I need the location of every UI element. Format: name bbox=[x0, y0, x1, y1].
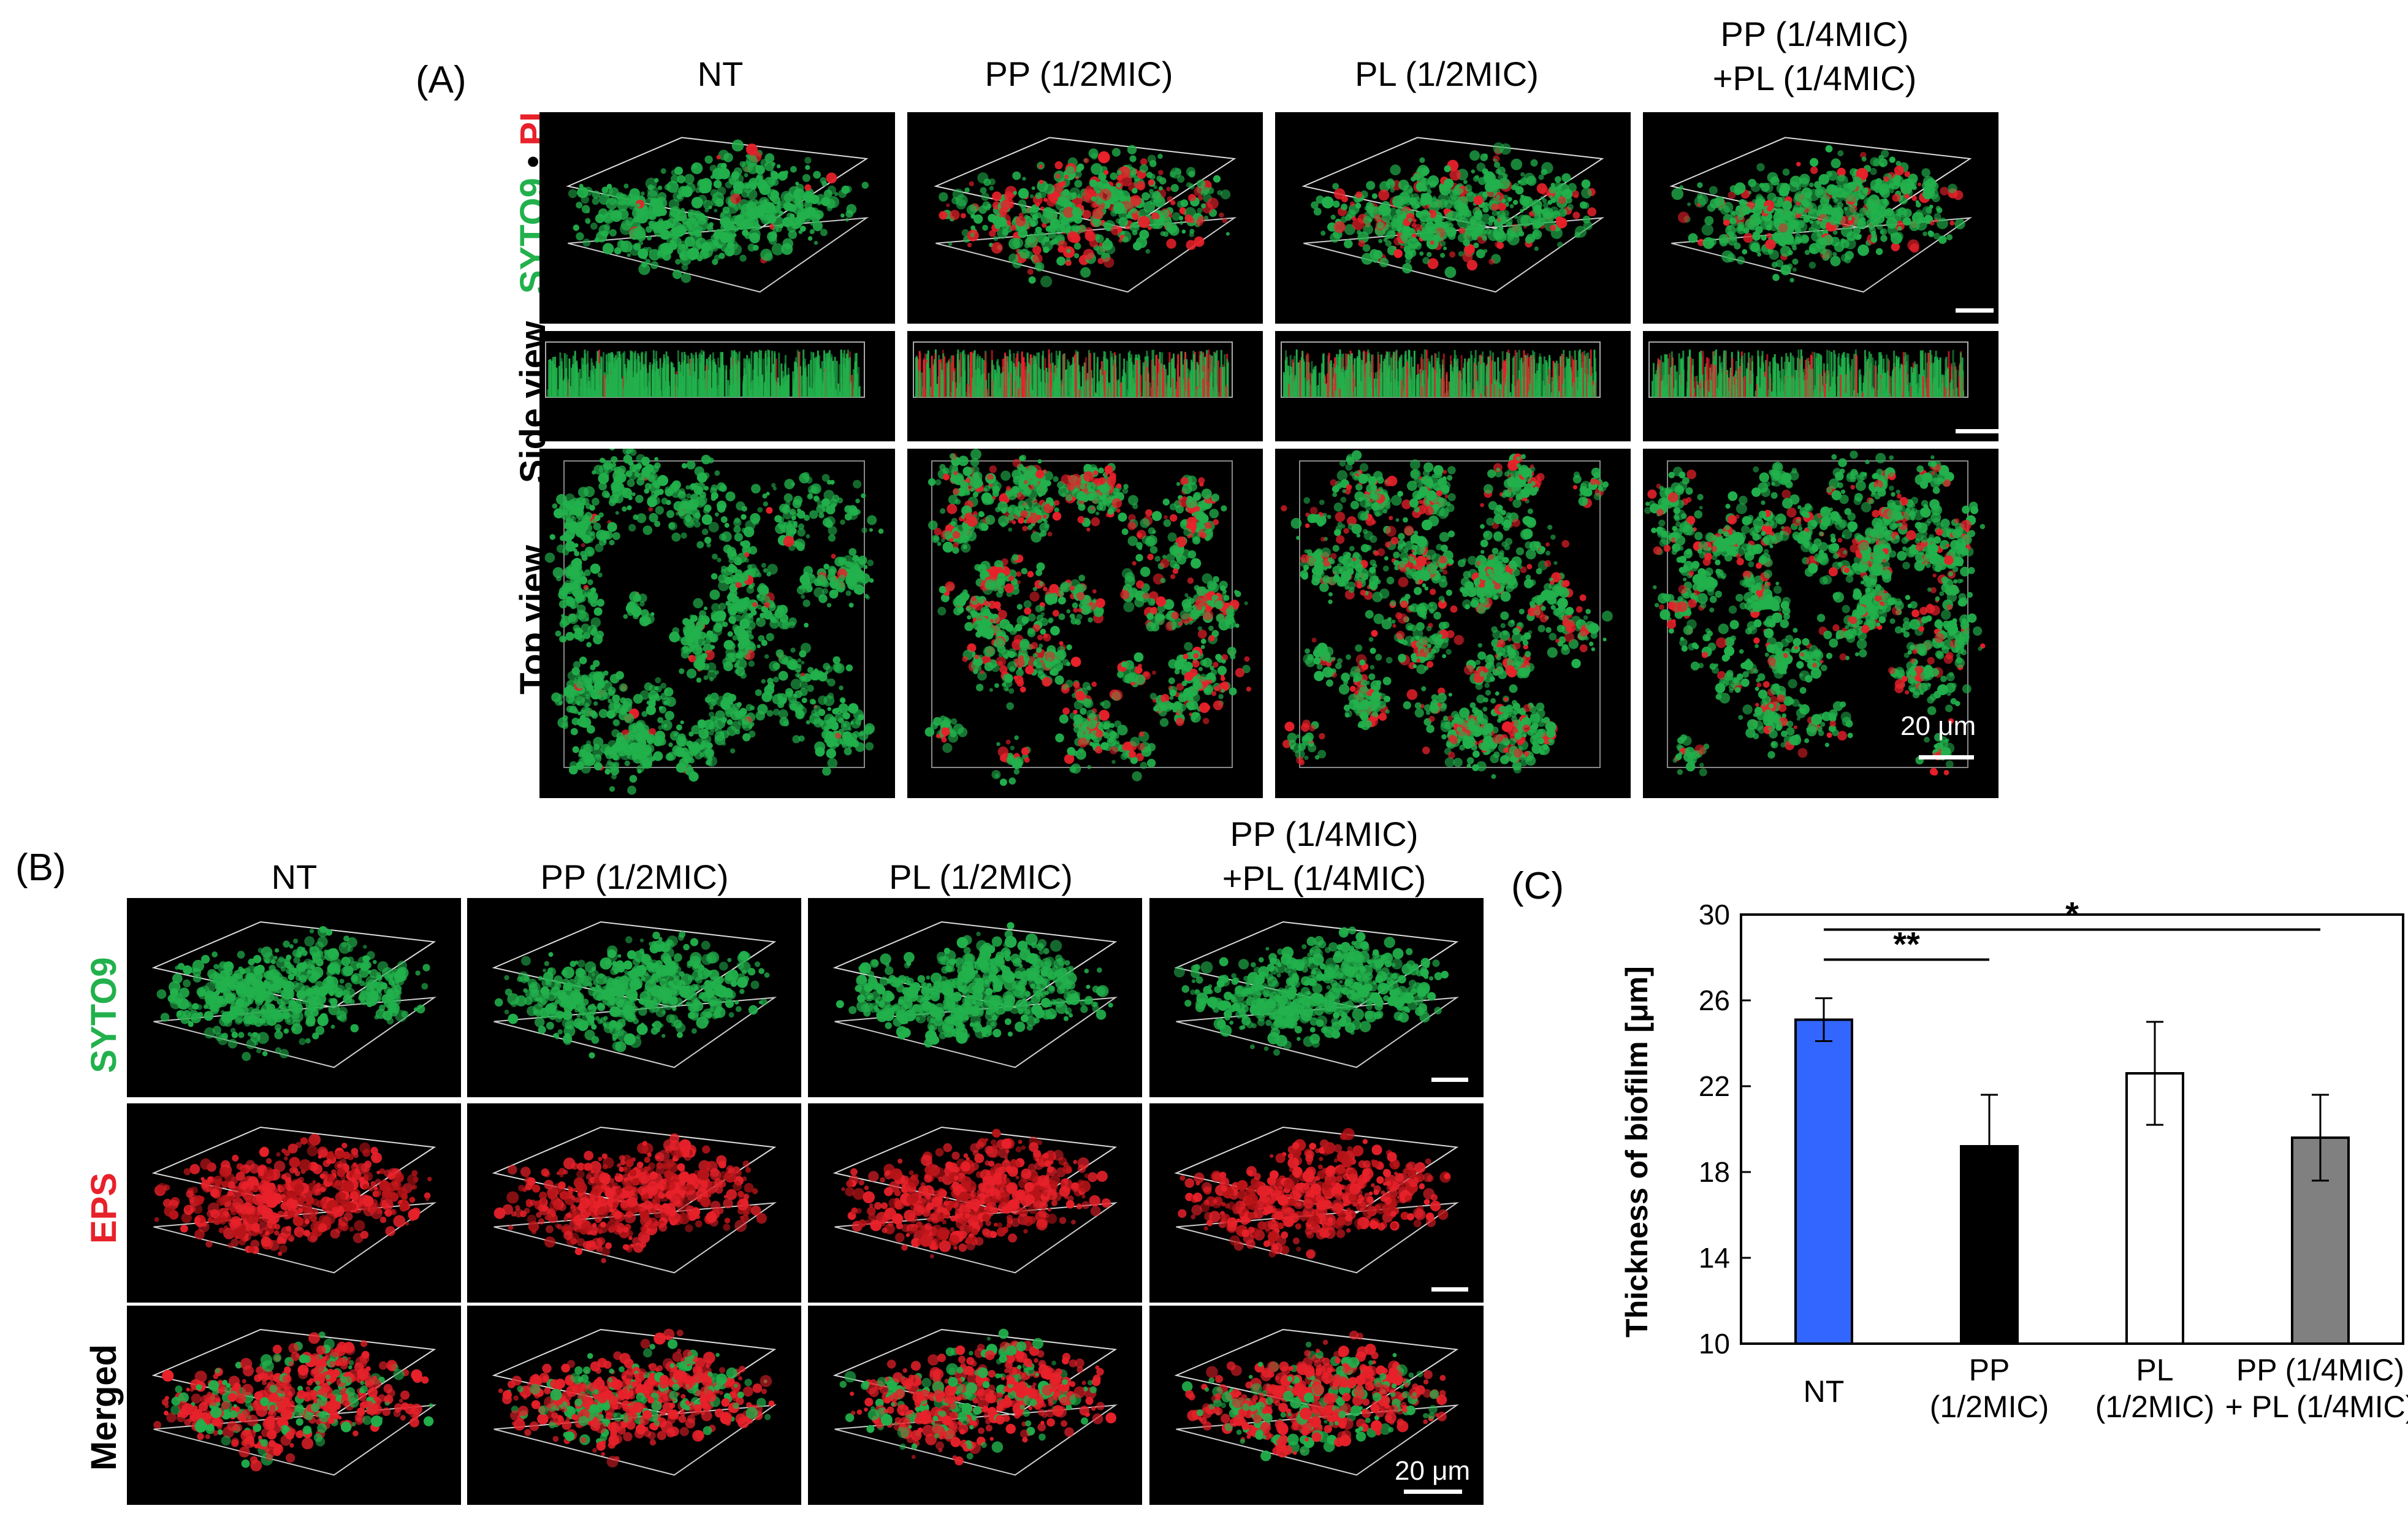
panel-a-col-nt: NT bbox=[549, 52, 892, 96]
panel-b-syto9-combo bbox=[1149, 898, 1484, 1097]
panel-b-eps-pp bbox=[467, 1103, 801, 1303]
panel-a-3d-pp bbox=[907, 112, 1263, 324]
panel-b-eps-pl bbox=[808, 1103, 1142, 1303]
y-tick-label-22: 22 bbox=[1699, 1070, 1730, 1102]
panel-a-side-pp bbox=[907, 331, 1263, 441]
x-category-label-3: PP (1/4MIC) + PL (1/4MIC) bbox=[2210, 1352, 2408, 1425]
y-tick-label-30: 30 bbox=[1699, 899, 1730, 931]
panel-b-scale-label: 20 μm bbox=[1395, 1456, 1470, 1486]
y-tick-label-18: 18 bbox=[1699, 1156, 1730, 1188]
panel-b-col-nt: NT bbox=[123, 855, 466, 899]
panel-b-col-pl: PL (1/2MIC) bbox=[809, 855, 1153, 899]
panel-a-col-combo: PP (1/4MIC) +PL (1/4MIC) bbox=[1643, 12, 1986, 101]
panel-a-top-combo bbox=[1643, 449, 1998, 798]
bar-0 bbox=[1796, 1020, 1852, 1344]
panel-b-syto9-pp bbox=[467, 898, 801, 1097]
panel-a-scalebar-top bbox=[1919, 755, 1974, 759]
y-tick-label-10: 10 bbox=[1699, 1328, 1730, 1360]
panel-a-3d-pl bbox=[1275, 112, 1631, 324]
panel-b-eps-nt bbox=[127, 1103, 461, 1303]
panel-a-scalebar-side bbox=[1956, 429, 2005, 433]
panel-b-col-pp: PP (1/2MIC) bbox=[463, 855, 806, 899]
panel-a-letter: (A) bbox=[416, 58, 467, 102]
panel-a-side-nt bbox=[539, 331, 895, 441]
panel-a-top-pl bbox=[1275, 449, 1631, 798]
panel-b-merged-nt bbox=[127, 1306, 461, 1505]
panel-a-3d-nt bbox=[539, 112, 895, 324]
panel-c-letter: (C) bbox=[1511, 864, 1564, 908]
panel-b-scalebar-1 bbox=[1431, 1287, 1468, 1292]
panel-b-letter: (B) bbox=[15, 846, 66, 889]
y-tick-label-26: 26 bbox=[1699, 984, 1730, 1016]
panel-a-col-pl: PL (1/2MIC) bbox=[1275, 52, 1618, 96]
panel-a-side-pl bbox=[1275, 331, 1631, 441]
panel-b-merged-pl bbox=[808, 1306, 1142, 1505]
panel-a-scale-label: 20 μm bbox=[1900, 711, 1976, 742]
panel-b-merged-pp bbox=[467, 1306, 801, 1505]
panel-a-col-pp: PP (1/2MIC) bbox=[907, 52, 1251, 96]
panel-b-col-combo: PP (1/4MIC) +PL (1/4MIC) bbox=[1153, 812, 1496, 900]
panel-b-scalebar-0 bbox=[1431, 1078, 1468, 1082]
panel-b-eps-combo bbox=[1149, 1103, 1484, 1303]
panel-b-scalebar-merged bbox=[1404, 1490, 1462, 1494]
panel-b-row-label-merged: Merged bbox=[82, 1285, 126, 1530]
significance-label-1: * bbox=[2065, 895, 2079, 934]
panel-a-3d-combo bbox=[1643, 112, 1998, 324]
panel-a-top-nt bbox=[539, 449, 895, 798]
panel-a-side-combo bbox=[1643, 331, 1998, 441]
panel-b-syto9-nt bbox=[127, 898, 461, 1097]
y-tick-label-14: 14 bbox=[1699, 1242, 1730, 1274]
panel-a-scalebar-3d bbox=[1956, 308, 1994, 313]
panel-b-syto9-pl bbox=[808, 898, 1142, 1097]
panel-a-top-pp bbox=[907, 449, 1263, 798]
